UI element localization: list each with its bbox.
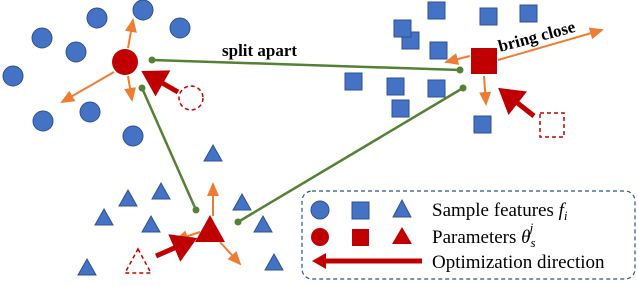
parameters xyxy=(112,48,565,274)
legend-text-part: f xyxy=(559,200,567,221)
bring-label: bring close xyxy=(496,17,578,56)
blue-triangles xyxy=(77,143,284,276)
legend-text-part: Parameters xyxy=(432,227,516,248)
legend-text-part: j xyxy=(528,220,534,235)
legend-text: Sample features fi xyxy=(432,200,568,223)
legend-text-part: i xyxy=(564,208,568,223)
legend-text-part: Sample features xyxy=(432,200,554,221)
green-links xyxy=(138,56,467,226)
legend-text-part: s xyxy=(531,235,536,250)
legend-text: Parameters θsj xyxy=(432,220,536,250)
blue-circles xyxy=(2,0,191,147)
legend-text-part: θ xyxy=(521,227,530,248)
split-label: split apart xyxy=(222,41,297,60)
legend: Sample features fi Parameters θsj Optimi… xyxy=(301,190,636,280)
blue-squares xyxy=(344,1,538,134)
legend-text: Optimization direction xyxy=(432,252,605,273)
